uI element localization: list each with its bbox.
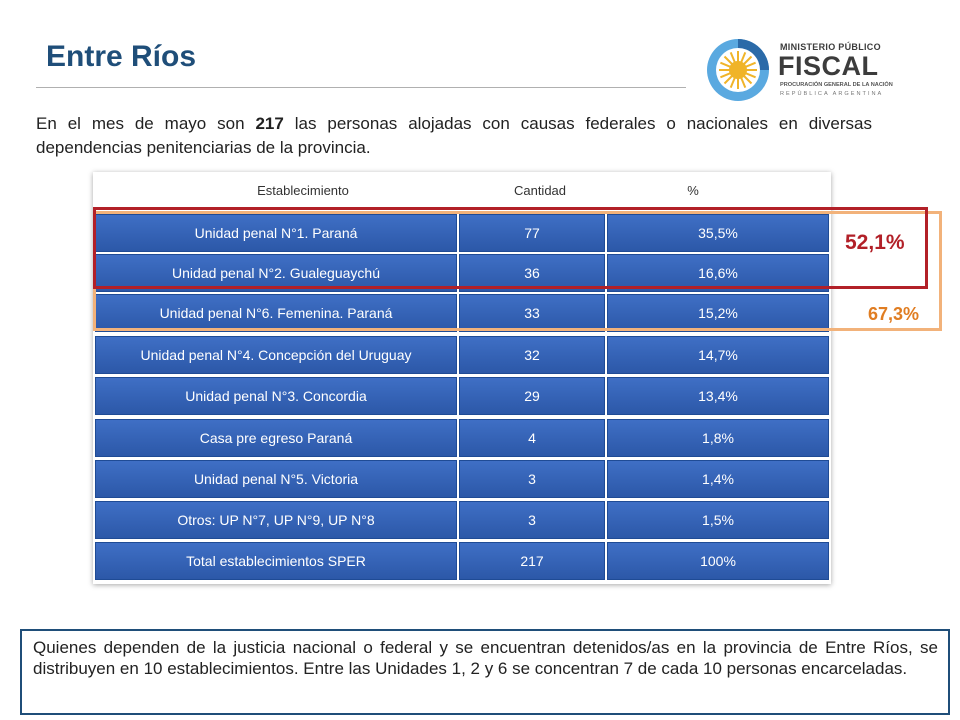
cell-porcentaje: 13,4% xyxy=(607,377,829,415)
cell-establecimiento: Unidad penal N°1. Paraná xyxy=(95,214,457,252)
cell-cantidad: 33 xyxy=(459,294,605,332)
logo-republica-text: REPÚBLICA ARGENTINA xyxy=(780,91,884,97)
table-row: Unidad penal N°3. Concordia 29 13,4% xyxy=(95,377,829,415)
intro-paragraph: En el mes de mayo son 217 las personas a… xyxy=(36,112,872,160)
table-row: Otros: UP N°7, UP N°9, UP N°8 3 1,5% xyxy=(95,501,829,539)
sun-emblem-icon xyxy=(707,39,769,101)
table-row: Unidad penal N°4. Concepción del Uruguay… xyxy=(95,336,829,374)
top-three-percentage: 67,3% xyxy=(868,304,920,324)
logo-procuracion-text: PROCURACIÓN GENERAL DE LA NACIÓN xyxy=(780,82,893,88)
cell-porcentaje: 16,6% xyxy=(607,254,829,292)
intro-text-end: las personas alojadas con causas federal… xyxy=(36,114,872,157)
table-header: Establecimiento Cantidad % xyxy=(93,172,831,208)
ministerio-publico-fiscal-logo: MINISTERIO PÚBLICO FISCAL PROCURACIÓN GE… xyxy=(706,38,893,101)
cell-cantidad: 3 xyxy=(459,460,605,498)
intro-total-count: 217 xyxy=(255,114,284,133)
table-row: Unidad penal N°5. Victoria 3 1,4% xyxy=(95,460,829,498)
table-row: Unidad penal N°2. Gualeguaychú 36 16,6% xyxy=(95,254,829,292)
logo-ministerio-text: MINISTERIO PÚBLICO xyxy=(780,42,881,52)
cell-establecimiento: Casa pre egreso Paraná xyxy=(95,419,457,457)
cell-establecimiento: Unidad penal N°3. Concordia xyxy=(95,377,457,415)
cell-cantidad: 32 xyxy=(459,336,605,374)
table-row: Unidad penal N°1. Paraná 77 35,5% xyxy=(95,214,829,252)
cell-cantidad: 3 xyxy=(459,501,605,539)
cell-establecimiento: Unidad penal N°5. Victoria xyxy=(95,460,457,498)
cell-porcentaje: 15,2% xyxy=(607,294,829,332)
establishments-table: Establecimiento Cantidad % Unidad penal … xyxy=(93,172,831,584)
cell-porcentaje: 1,5% xyxy=(607,501,829,539)
summary-text: Quienes dependen de la justicia nacional… xyxy=(33,638,938,678)
table-row: Casa pre egreso Paraná 4 1,8% xyxy=(95,419,829,457)
cell-porcentaje: 14,7% xyxy=(607,336,829,374)
page-title: Entre Ríos xyxy=(46,40,197,73)
cell-cantidad: 36 xyxy=(459,254,605,292)
top-two-percentage: 52,1% xyxy=(845,231,905,254)
title-divider xyxy=(36,87,686,88)
cell-porcentaje: 1,4% xyxy=(607,460,829,498)
cell-porcentaje: 35,5% xyxy=(607,214,829,252)
cell-cantidad: 29 xyxy=(459,377,605,415)
cell-cantidad: 77 xyxy=(459,214,605,252)
table-row-total: Total establecimientos SPER 217 100% xyxy=(95,542,829,580)
intro-text-start: En el mes de mayo son xyxy=(36,114,256,133)
cell-cantidad: 217 xyxy=(459,542,605,580)
header-porcentaje: % xyxy=(687,183,699,198)
cell-porcentaje: 100% xyxy=(607,542,829,580)
cell-porcentaje: 1,8% xyxy=(607,419,829,457)
cell-establecimiento: Total establecimientos SPER xyxy=(95,542,457,580)
header-cantidad: Cantidad xyxy=(513,183,567,198)
summary-box: Quienes dependen de la justicia nacional… xyxy=(20,629,950,715)
cell-cantidad: 4 xyxy=(459,419,605,457)
cell-establecimiento: Unidad penal N°4. Concepción del Uruguay xyxy=(95,336,457,374)
header-establecimiento: Establecimiento xyxy=(257,183,349,198)
table-row: Unidad penal N°6. Femenina. Paraná 33 15… xyxy=(95,294,829,332)
logo-fiscal-text: FISCAL xyxy=(778,51,879,81)
cell-establecimiento: Unidad penal N°6. Femenina. Paraná xyxy=(95,294,457,332)
cell-establecimiento: Unidad penal N°2. Gualeguaychú xyxy=(95,254,457,292)
cell-establecimiento: Otros: UP N°7, UP N°9, UP N°8 xyxy=(95,501,457,539)
highlight-box-top-two xyxy=(93,207,928,289)
